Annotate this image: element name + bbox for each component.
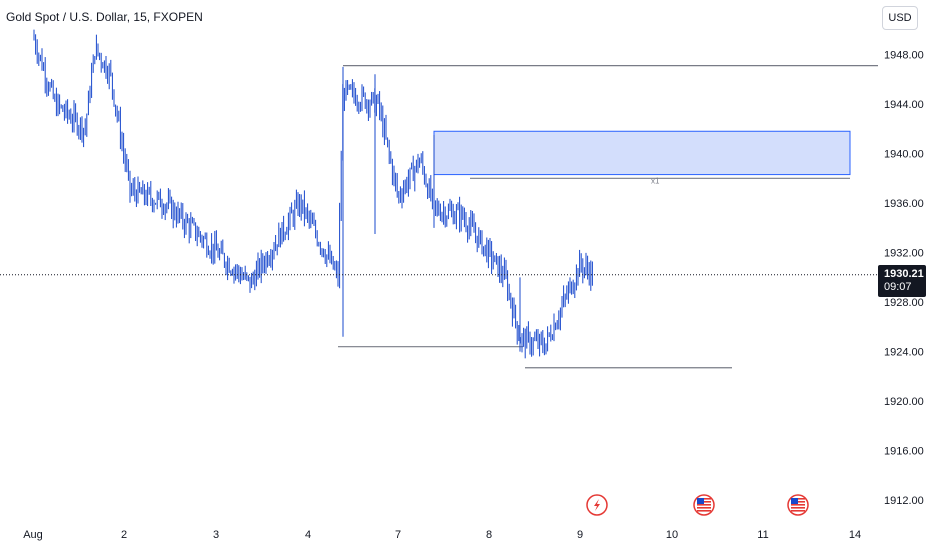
x-tick-label: 2	[121, 529, 127, 541]
x-tick-label: 14	[849, 529, 861, 541]
y-tick-label: 1920.00	[884, 396, 924, 408]
last-price-badge: 1930.21 09:07	[878, 265, 926, 297]
y-tick-label: 1912.00	[884, 495, 924, 507]
bar-countdown: 09:07	[884, 281, 912, 293]
x-tick-label: 10	[666, 529, 678, 541]
last-price-value: 1930.21	[884, 268, 924, 280]
zone-label: x1	[651, 176, 660, 185]
x-tick-label: 7	[395, 529, 401, 541]
x-tick-label: 4	[305, 529, 311, 541]
x-tick-label: Aug	[23, 529, 43, 541]
x-tick-label: 3	[213, 529, 219, 541]
x-tick-label: 9	[577, 529, 583, 541]
y-tick-label: 1916.00	[884, 446, 924, 458]
symbol-title: Gold Spot / U.S. Dollar, 15, FXOPEN	[6, 10, 203, 24]
currency-button[interactable]: USD	[882, 6, 918, 30]
supply-zone[interactable]	[433, 130, 851, 176]
y-tick-label: 1940.00	[884, 149, 924, 161]
y-tick-label: 1936.00	[884, 198, 924, 210]
y-tick-label: 1948.00	[884, 50, 924, 62]
us-flag-icon[interactable]	[693, 494, 715, 516]
y-tick-label: 1928.00	[884, 297, 924, 309]
us-flag-icon[interactable]	[787, 494, 809, 516]
lightning-icon[interactable]	[586, 494, 608, 516]
y-tick-label: 1932.00	[884, 248, 924, 260]
y-tick-label: 1924.00	[884, 347, 924, 359]
y-tick-label: 1944.00	[884, 99, 924, 111]
x-tick-label: 8	[486, 529, 492, 541]
x-tick-label: 11	[757, 529, 768, 541]
